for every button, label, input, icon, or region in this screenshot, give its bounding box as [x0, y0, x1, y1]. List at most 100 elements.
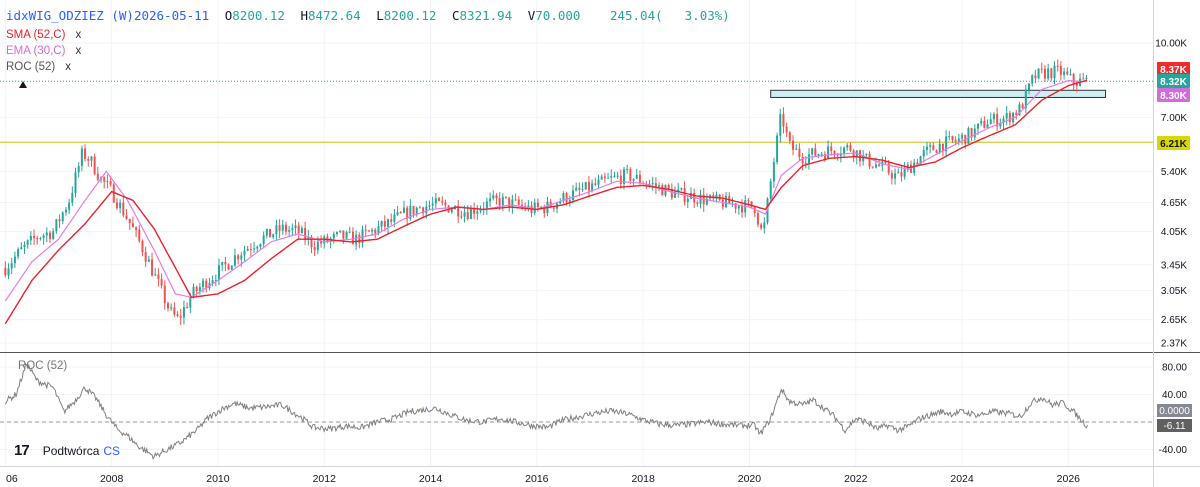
candle-body [166, 303, 169, 309]
candle-body [945, 136, 948, 152]
candle-body [1005, 112, 1008, 119]
close-icon[interactable]: x [75, 45, 82, 57]
candle-body [122, 202, 125, 216]
candle-body [45, 232, 48, 236]
candle-body [135, 227, 138, 230]
candle-body [1069, 73, 1072, 75]
low-value: 8200.12 [383, 8, 437, 23]
candle-body [1040, 68, 1043, 70]
candle-body [970, 128, 973, 138]
candle-body [680, 188, 683, 190]
candle-body [249, 249, 252, 251]
candle-body [170, 307, 173, 309]
roc-tick-label: 80.00 [1162, 363, 1187, 374]
candle-body [112, 184, 115, 203]
candle-body [33, 235, 36, 239]
candle-body [42, 235, 45, 238]
candle-body [489, 198, 492, 202]
candle-body [591, 183, 594, 191]
candle-body [55, 219, 58, 232]
candle-body [600, 176, 603, 180]
candle-body [919, 156, 922, 165]
candle-body [543, 206, 546, 214]
candle-body [115, 202, 118, 209]
candle-body [383, 220, 386, 227]
candle-body [1043, 68, 1046, 79]
candle-body [734, 203, 737, 209]
candle-body [1002, 118, 1005, 123]
candle-body [578, 187, 581, 190]
sma-line [4, 79, 1088, 325]
candle-body [1021, 104, 1024, 109]
symbol-title[interactable]: idxWIG_ODZIEZ (W) [6, 8, 134, 23]
time-axis[interactable]: 06 2008 2010 2012 2014 2016 2018 2020 2022 2024 20… [6, 473, 1080, 485]
candle-body [823, 154, 826, 159]
candle-body [275, 225, 278, 235]
resistance-zone[interactable] [770, 89, 1107, 98]
legend-roc[interactable]: ROC (52) x [6, 61, 71, 73]
high-value: 8472.64 [308, 8, 361, 23]
candle-body [610, 176, 613, 178]
candle-body [763, 222, 766, 229]
candle-body [508, 197, 511, 208]
x-tick-label: 2016 [525, 473, 549, 485]
candle-body [827, 146, 830, 159]
candle-body [536, 202, 539, 208]
candle-body [852, 150, 855, 158]
candle-body [833, 150, 836, 155]
candle-body [929, 145, 932, 147]
candle-body [807, 154, 810, 164]
x-tick-label: 2020 [738, 473, 762, 485]
candle-body [36, 238, 39, 240]
price-axis[interactable]: 10.00K 7.00K 5.40K 4.65K 4.05K 3.45K 3.05K 2.65… [1155, 39, 1187, 457]
candle-body [654, 183, 657, 187]
ema-path [4, 79, 1087, 302]
legend-sma[interactable]: SMA (52,C) x [6, 29, 81, 41]
roc-path [4, 362, 1088, 461]
sma-path [4, 79, 1088, 325]
legend-ema[interactable]: EMA (30,C) x [6, 45, 81, 57]
close-icon[interactable]: x [75, 29, 82, 41]
candle-body [74, 172, 77, 193]
candle-body [973, 128, 976, 138]
close-icon[interactable]: x [65, 61, 71, 73]
candle-body [463, 212, 466, 217]
roc-tick-label: 40.00 [1162, 390, 1187, 401]
roc-pane-title: ROC (52) [18, 360, 68, 372]
roc-zero-badge-label: 0.0000 [1159, 406, 1190, 417]
roc-last-badge-label: -6.11 [1163, 421, 1185, 432]
candle-body [1053, 65, 1056, 79]
candle-body [288, 230, 291, 232]
brand[interactable]: 17 Podtwórca CS [14, 442, 120, 459]
candle-body [87, 159, 90, 161]
candle-body [785, 126, 788, 133]
price-badge [1157, 88, 1190, 102]
price-badge [1157, 74, 1190, 88]
candle-body [438, 198, 441, 201]
candle-body [989, 119, 992, 125]
candle-body [457, 205, 460, 217]
y-tick-label: 2.65K [1161, 315, 1187, 326]
candle-body [804, 163, 807, 165]
candle-body [377, 226, 380, 234]
candle-body [865, 153, 868, 155]
candle-body [367, 230, 370, 232]
candle-body [176, 314, 179, 316]
x-tick-label: 2022 [844, 473, 868, 485]
candle-body [1028, 83, 1031, 90]
candle-body [925, 146, 928, 151]
high-label: H [300, 8, 309, 23]
candle-body [119, 202, 122, 209]
candle-body [1012, 112, 1015, 123]
candle-body [415, 207, 418, 215]
candle-body [48, 232, 51, 239]
candle-body [240, 255, 243, 260]
candle-body [533, 202, 536, 214]
candle-body [1056, 65, 1059, 67]
candle-body [1018, 104, 1021, 116]
candle-body [597, 179, 600, 185]
candle-body [272, 234, 275, 238]
candle-body [214, 279, 217, 281]
